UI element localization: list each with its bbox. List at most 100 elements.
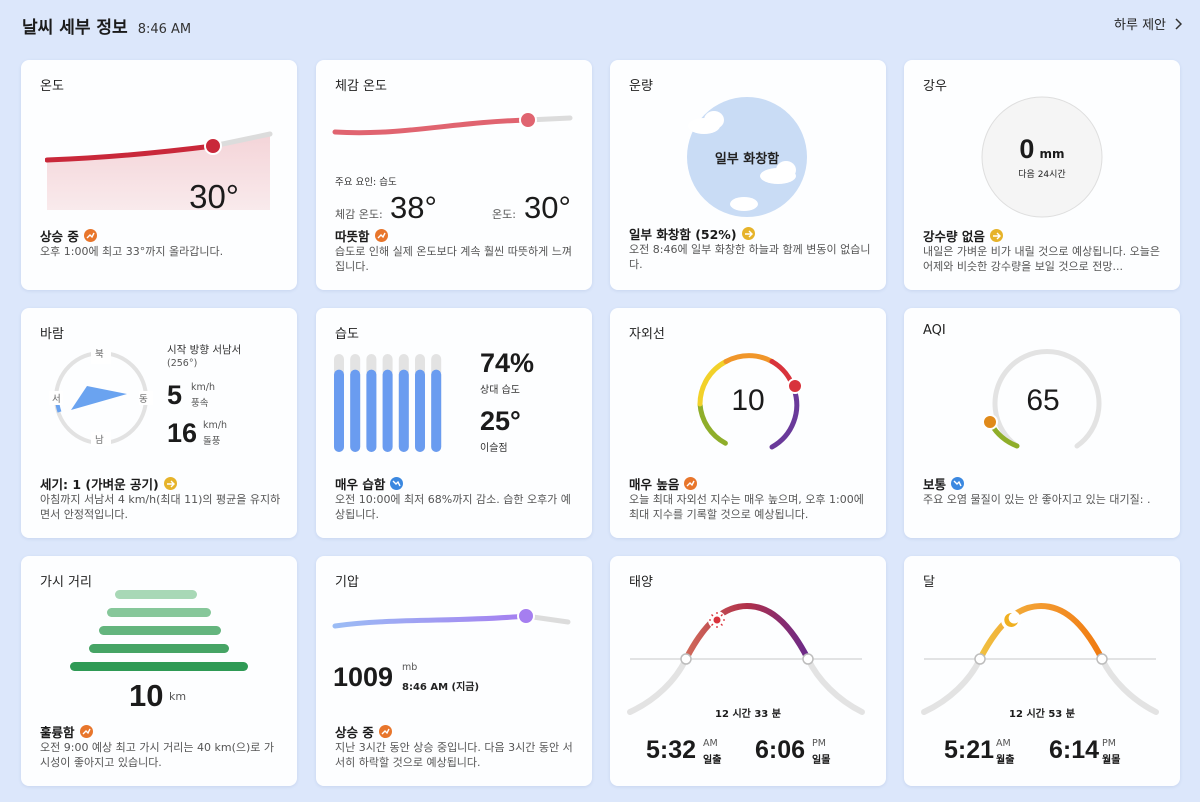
moonrise-label: 월출 <box>996 755 1015 766</box>
wind-gust-label: 돌풍 <box>203 436 221 447</box>
uv-card[interactable]: 자외선 10 매우 높음 오늘 최대 자외선 지수는 매우 높으며, 오후 1:… <box>610 308 886 538</box>
sun-path-graph <box>627 602 865 715</box>
actual-temp-value: 30° <box>524 190 571 225</box>
compass-south: 남 <box>95 435 104 446</box>
trend-down-icon <box>951 477 965 490</box>
card-title: 바람 <box>40 327 64 342</box>
page-header: 날씨 세부 정보 8:46 AM <box>22 13 191 38</box>
aqi-value: 65 <box>1026 384 1060 417</box>
trend-up-icon <box>83 229 97 242</box>
trend-steady-icon <box>741 227 755 240</box>
card-title: 기압 <box>335 575 359 590</box>
wind-degrees: (256°) <box>167 358 198 369</box>
pressure-trend-graph <box>332 607 571 629</box>
feels-like-description: 습도로 인해 실제 온도보다 계속 훨씬 따뜻하게 느껴집니다. <box>335 245 572 273</box>
moonset-ampm: PM <box>1102 738 1116 749</box>
wind-status: 세기: 1 (가벼운 공기) <box>40 474 177 493</box>
day-suggestion-link[interactable]: 하루 제안 <box>1114 14 1182 33</box>
pressure-description: 지난 3시간 동안 상승 중입니다. 다음 3시간 동안 서서히 하락할 것으로… <box>335 741 573 769</box>
sunrise-label: 일출 <box>703 755 722 766</box>
moonrise-time: 5:21 <box>944 736 995 764</box>
pressure-time: 8:46 AM (지금) <box>402 682 480 693</box>
humidity-card[interactable]: 습도 74% 상대 습도 25° 이슬점 매우 습함 오전 10:00에 최저 … <box>316 308 592 538</box>
cloud-cover-circle <box>687 97 807 217</box>
visibility-card[interactable]: 가시 거리 10 km 훌륭함 오전 9:00 예상 최고 가시 거리는 40 … <box>21 556 297 786</box>
aqi-card[interactable]: AQI 65 보통 주요 오염 물질이 있는 안 좋아지고 있는 대기질: . <box>904 308 1180 538</box>
card-title: 체감 온도 <box>335 79 387 94</box>
wind-speed-label: 풍속 <box>191 398 209 409</box>
current-time: 8:46 AM <box>137 22 192 37</box>
visibility-value: 10 <box>129 678 164 713</box>
aqi-description: 주요 오염 물질이 있는 안 좋아지고 있는 대기질: . <box>923 493 1151 506</box>
wind-direction: 시작 방향 서남서 <box>167 344 242 356</box>
card-title: 자외선 <box>629 327 665 342</box>
cloud-description: 오전 8:46에 일부 화창한 하늘과 함께 변동이 없습니다. <box>629 243 871 271</box>
status-label: 따뜻함 <box>335 229 370 244</box>
precipitation-amount: 0 mm <box>981 134 1103 165</box>
amount-value: 0 <box>1019 134 1035 164</box>
cloud-cover-card[interactable]: 운량 일부 화창함 일부 화창함 (52%) 오전 8:46에 일부 화창한 하… <box>610 60 886 290</box>
card-title: 달 <box>923 575 935 590</box>
feels-like-value: 38° <box>390 190 437 225</box>
card-title: AQI <box>923 323 946 338</box>
wind-speed-unit: km/h <box>191 382 215 393</box>
card-title: 강우 <box>923 79 947 94</box>
card-title: 운량 <box>629 79 653 94</box>
pressure-status: 상승 중 <box>335 722 392 741</box>
chevron-right-icon <box>1175 17 1182 30</box>
feels-like-card[interactable]: 체감 온도 주요 요인: 습도 체감 온도: 38° 온도: 30° 따뜻함 습… <box>316 60 592 290</box>
precipitation-description: 내일은 가벼운 비가 내릴 것으로 예상됩니다. 오늘은 어제와 비슷한 강수량… <box>923 245 1160 273</box>
moon-path-graph <box>921 602 1159 715</box>
temperature-value: 30° <box>189 178 239 215</box>
visibility-status: 훌륭함 <box>40 722 93 741</box>
cloud-circle-label: 일부 화창함 <box>714 152 780 167</box>
dew-point-value: 25° <box>480 406 521 436</box>
card-title: 태양 <box>629 575 653 590</box>
daylight-duration: 12 시간 33 분 <box>715 709 781 720</box>
status-label: 매우 높음 <box>629 477 680 492</box>
humidity-value: 74% <box>480 348 535 378</box>
precipitation-card[interactable]: 강우 0 mm 다음 24시간 강수량 없음 내일은 가벼운 비가 내릴 것으로… <box>904 60 1180 290</box>
dew-point-label: 이슬점 <box>480 443 508 454</box>
humidity-bar <box>431 369 442 452</box>
pressure-card[interactable]: 기압 1009 mb 8:46 AM (지금) 상승 중 지난 3시간 동안 상… <box>316 556 592 786</box>
moon-card[interactable]: 달 12 시간 53 분 5:21 AM 월출 6:14 PM 월몰 <box>904 556 1180 786</box>
sun-card[interactable]: 태양 12 시간 33 분 5:32 AM 일출 6:06 PM 일몰 <box>610 556 886 786</box>
moonset-label: 월몰 <box>1102 755 1121 766</box>
compass-north: 북 <box>95 349 104 360</box>
precipitation-circle <box>981 96 1103 218</box>
trend-up-icon <box>378 725 392 738</box>
humidity-bar <box>350 369 361 452</box>
trend-down-icon <box>390 477 404 490</box>
humidity-bar <box>366 369 377 452</box>
pressure-unit: mb <box>402 662 418 673</box>
status-label: 세기: 1 (가벼운 공기) <box>40 477 159 492</box>
humidity-bar-graph <box>334 354 442 452</box>
card-title: 가시 거리 <box>40 575 92 590</box>
compass-east: 동 <box>139 394 148 405</box>
wind-compass <box>49 350 153 446</box>
trend-steady-icon <box>989 229 1003 242</box>
wind-description: 아침까지 서남서 4 km/h(최대 11)의 평균을 유지하면서 안정적입니다… <box>40 493 281 521</box>
moonrise-ampm: AM <box>996 738 1011 749</box>
uv-status: 매우 높음 <box>629 474 698 493</box>
precipitation-period: 다음 24시간 <box>1018 170 1066 180</box>
humidity-label: 상대 습도 <box>480 385 520 396</box>
visibility-unit: km <box>169 690 187 703</box>
trend-up-icon <box>684 477 698 490</box>
status-label: 상승 중 <box>40 229 79 244</box>
main-factor: 주요 요인: 습도 <box>335 177 397 188</box>
moon-duration: 12 시간 53 분 <box>1009 709 1075 720</box>
humidity-bar <box>382 369 393 452</box>
feels-like-label: 체감 온도: <box>335 208 383 221</box>
temperature-card[interactable]: 온도 30° 상승 중 오후 1:00에 최고 33°까지 올라갑니다. <box>21 60 297 290</box>
wind-gust-value: 16 <box>167 418 198 448</box>
uv-description: 오늘 최대 자외선 지수는 매우 높으며, 오후 1:00에 최대 지수를 기록… <box>629 493 864 521</box>
visibility-description: 오전 9:00 예상 최고 가시 거리는 40 km(으)로 가시성이 좋아지고… <box>40 741 275 769</box>
temperature-description: 오후 1:00에 최고 33°까지 올라갑니다. <box>40 245 224 258</box>
wind-card[interactable]: 바람 북 남 서 동 시작 방향 서남서 (256°) 5 km/h 풍속 16… <box>21 308 297 538</box>
humidity-bar <box>334 369 344 452</box>
humidity-status: 매우 습함 <box>335 474 404 493</box>
visibility-graph <box>70 590 248 671</box>
sunrise-ampm: AM <box>703 738 718 749</box>
